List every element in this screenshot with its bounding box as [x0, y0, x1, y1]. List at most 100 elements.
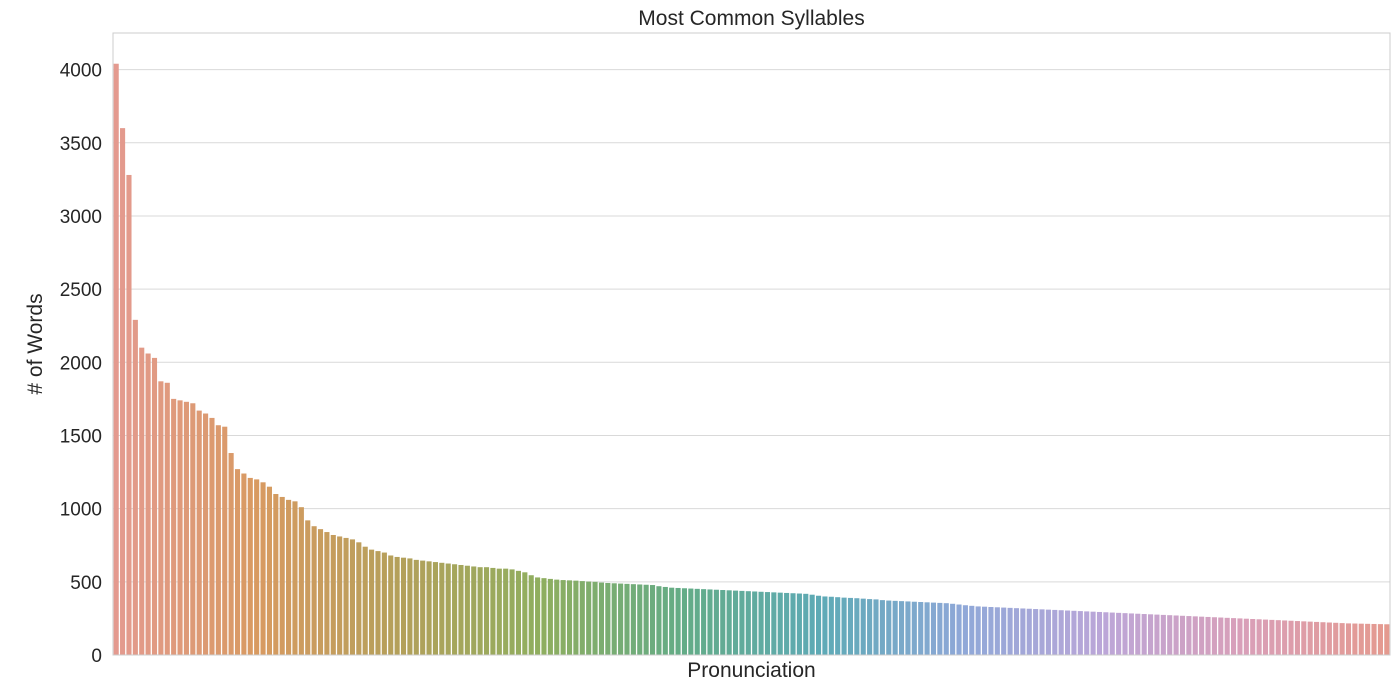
plot-frame — [112, 32, 1391, 656]
bar — [369, 549, 375, 655]
bar — [1371, 623, 1377, 655]
bar — [982, 606, 988, 655]
bar — [113, 63, 119, 656]
bar — [439, 562, 445, 655]
y-tick-label: 3500 — [60, 134, 102, 155]
bar — [445, 563, 451, 655]
bar — [222, 426, 228, 655]
bar — [1179, 615, 1186, 655]
bar — [796, 593, 802, 655]
bar — [1231, 618, 1237, 655]
bar — [681, 588, 688, 655]
bar — [956, 604, 962, 655]
bar — [1192, 616, 1198, 655]
bar — [988, 607, 994, 655]
bar — [298, 507, 304, 655]
bar — [637, 584, 643, 655]
bar — [809, 594, 815, 655]
bar — [911, 601, 917, 655]
bar — [675, 587, 681, 655]
bar — [752, 591, 758, 655]
bar — [324, 532, 330, 655]
bar — [1243, 618, 1249, 655]
bar — [758, 591, 764, 655]
bar — [515, 570, 521, 655]
bar — [669, 587, 675, 655]
bar — [835, 597, 841, 655]
bar — [1141, 614, 1147, 655]
bar — [452, 564, 458, 655]
bar — [356, 542, 362, 655]
bar — [234, 469, 241, 655]
bar — [145, 353, 151, 655]
bar — [1148, 614, 1154, 655]
bar — [630, 584, 636, 655]
bar — [1288, 620, 1294, 655]
bar — [343, 537, 349, 655]
bar — [1384, 624, 1390, 655]
bar — [815, 595, 822, 655]
bar — [260, 482, 266, 655]
bar — [879, 600, 885, 655]
bar — [847, 597, 854, 655]
bar — [918, 602, 924, 655]
bar — [624, 583, 630, 655]
bar — [720, 590, 726, 655]
chart-title: Most Common Syllables — [638, 7, 864, 30]
bar — [1128, 613, 1134, 655]
y-tick-label: 1000 — [60, 500, 102, 521]
bar — [477, 567, 483, 655]
bar — [1262, 619, 1269, 655]
bar — [688, 588, 694, 655]
bar — [503, 568, 509, 655]
bar — [598, 582, 605, 655]
bar — [413, 559, 419, 655]
bar — [337, 536, 343, 655]
bar — [943, 603, 949, 655]
gridlines — [113, 69, 1390, 583]
bar — [892, 600, 898, 655]
bar — [464, 565, 470, 655]
y-tick-label: 1500 — [60, 426, 102, 447]
bar — [1001, 607, 1007, 655]
bar — [579, 581, 585, 655]
bar — [1320, 622, 1326, 655]
bar — [528, 575, 534, 655]
bar — [471, 566, 477, 655]
bar — [1275, 620, 1281, 655]
y-tick-label: 2500 — [60, 280, 102, 301]
bar — [867, 599, 873, 655]
bar — [1339, 623, 1345, 655]
bar — [790, 593, 796, 655]
bar — [388, 555, 394, 655]
bar — [432, 562, 438, 655]
bar — [930, 602, 937, 655]
y-tick-label: 500 — [70, 573, 102, 594]
bar — [924, 602, 930, 655]
bar — [1045, 609, 1051, 655]
bar — [1007, 607, 1013, 655]
bar — [1307, 621, 1313, 655]
x-axis-label: Pronunciation — [687, 659, 815, 682]
bar — [490, 567, 496, 655]
bar — [560, 580, 566, 655]
bar — [164, 382, 170, 655]
bar — [662, 586, 668, 655]
bar — [1358, 623, 1364, 655]
bar — [171, 398, 177, 655]
bar — [898, 601, 905, 655]
bar — [649, 585, 656, 655]
bar — [1058, 610, 1064, 655]
bar — [183, 401, 189, 655]
bar — [860, 598, 866, 655]
bar — [496, 568, 502, 655]
bar — [1250, 619, 1256, 655]
bar — [1224, 617, 1230, 655]
bar — [841, 597, 847, 655]
bar — [873, 599, 879, 655]
bar — [203, 413, 209, 655]
bars — [113, 63, 1390, 656]
bar — [362, 546, 368, 655]
bar — [1333, 622, 1339, 655]
bar — [266, 486, 272, 655]
